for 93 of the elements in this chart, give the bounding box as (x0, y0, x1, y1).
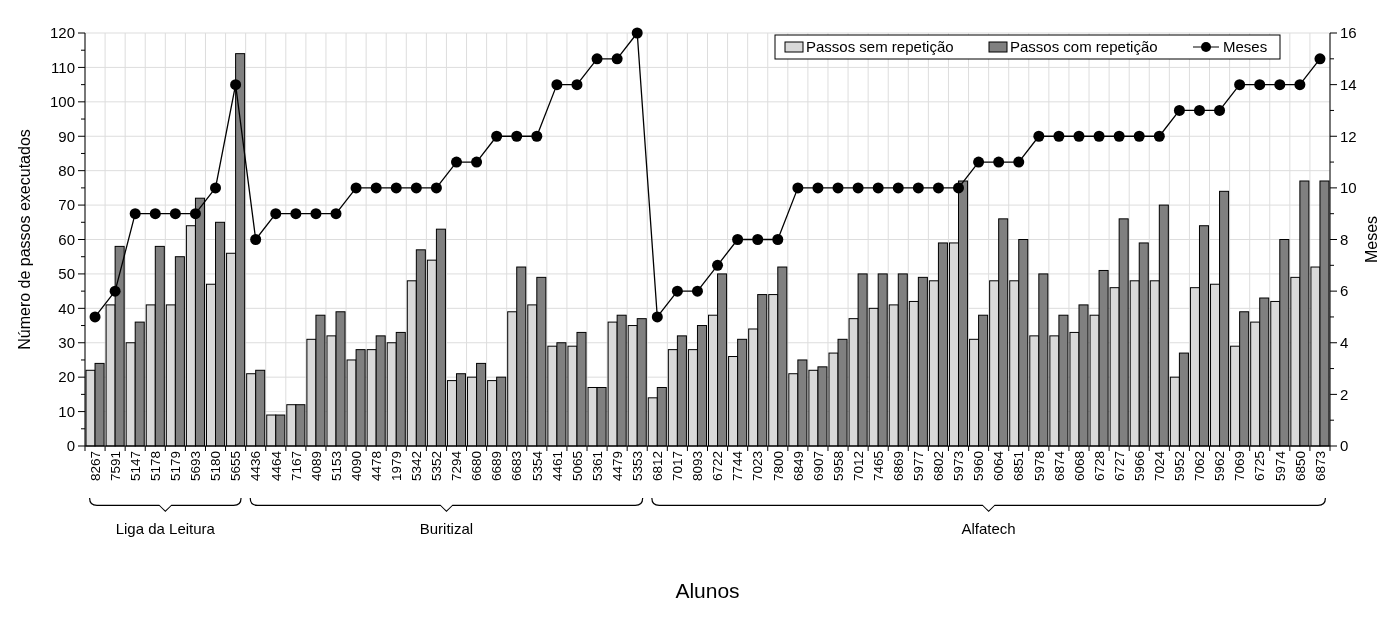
x-tick-label: 5179 (168, 451, 184, 482)
y2-tick-label: 4 (1340, 334, 1349, 351)
x-tick-label: 7023 (750, 451, 766, 482)
x-tick-label: 4089 (308, 451, 324, 482)
x-tick-label: 5065 (569, 451, 585, 482)
x-tick-label: 6907 (810, 451, 826, 482)
x-tick-label: 7591 (107, 451, 123, 482)
x-tick-label: 5655 (228, 451, 244, 482)
x-tick-label: 5960 (971, 451, 987, 482)
x-tick-label: 5361 (589, 451, 605, 482)
x-tick-label: 5973 (951, 451, 967, 482)
x-tick-label: 6722 (710, 451, 726, 482)
x-tick-label: 5962 (1212, 451, 1228, 482)
text: Liga da Leitura (115, 520, 216, 537)
y-tick-label: 120 (49, 24, 75, 42)
y2-tick-label: 14 (1340, 75, 1357, 93)
y-tick-label: 110 (51, 58, 75, 76)
x-tick-label: 5178 (148, 451, 164, 482)
x-axis-title: Alunos (675, 579, 740, 602)
text: Alfatech (961, 520, 1016, 537)
x-tick-label: 6683 (509, 451, 525, 482)
y-tick-label: 60 (58, 230, 75, 248)
x-tick-label: 5978 (1031, 451, 1047, 482)
x-tick-label: 7062 (1192, 451, 1208, 482)
x-tick-label: 5153 (328, 451, 344, 482)
x-tick-label: 6812 (650, 451, 666, 482)
x-tick-label: 6727 (1111, 451, 1127, 482)
x-tick-label: 5180 (208, 451, 224, 482)
x-tick-label: 5693 (188, 451, 204, 482)
x-tick-label: 5958 (830, 451, 846, 482)
x-tick-label: 5352 (429, 451, 445, 482)
x-tick-label: 6874 (1051, 450, 1067, 482)
x-tick-label: 7167 (288, 451, 304, 482)
y2-tick-label: 6 (1340, 282, 1349, 300)
x-tick-label: 6689 (489, 451, 505, 482)
x-tick-label: 6802 (931, 451, 947, 482)
x-tick-label: 5354 (529, 450, 545, 482)
x-tick-label: 7024 (1152, 450, 1168, 482)
x-tick-label: 4461 (549, 451, 565, 482)
y2-tick-label: 0 (1340, 437, 1349, 455)
y-tick-label: 20 (58, 368, 75, 386)
x-tick-label: 7294 (449, 450, 465, 482)
x-tick-label: 7465 (870, 451, 886, 482)
x-tick-label: 6873 (1312, 451, 1328, 482)
x-tick-label: 6680 (469, 451, 485, 482)
x-tick-label: 4479 (609, 451, 625, 482)
x-tick-label: 5966 (1131, 451, 1147, 482)
y-tick-label: 30 (58, 334, 75, 351)
y2-tick-label: 12 (1340, 127, 1357, 145)
y-tick-label: 100 (49, 93, 75, 111)
x-tick-label: 6850 (1292, 451, 1308, 482)
x-tick-label: 5974 (1272, 450, 1288, 482)
x-tick-label: 6728 (1091, 451, 1107, 482)
x-tick-label: 4090 (348, 451, 364, 482)
legend-label: Passos sem repetição (806, 38, 954, 56)
y-axis-title: Número de passos executados (16, 129, 33, 350)
y-tick-label: 50 (58, 265, 75, 283)
y-tick-label: 90 (58, 127, 75, 145)
x-tick-label: 1979 (388, 451, 404, 482)
x-tick-label: 5977 (911, 451, 927, 482)
x-tick-label: 7744 (730, 450, 746, 482)
x-tick-label: 5952 (1172, 451, 1188, 482)
y2-axis-title: Meses (1363, 215, 1380, 264)
x-tick-label: 6869 (890, 451, 906, 482)
x-tick-label: 6851 (1011, 451, 1027, 482)
legend-label: Meses (1223, 38, 1268, 56)
x-tick-label: 6725 (1252, 451, 1268, 482)
x-tick-label: 6849 (790, 451, 806, 482)
y2-tick-label: 8 (1340, 230, 1349, 248)
x-tick-label: 7069 (1232, 451, 1248, 482)
y2-tick-label: 16 (1340, 24, 1357, 42)
x-tick-label: 6064 (991, 450, 1007, 482)
y2-tick-label: 10 (1340, 179, 1357, 197)
y-tick-label: 80 (58, 161, 75, 179)
x-tick-label: 4464 (268, 450, 284, 482)
legend-label: Passos com repetição (1010, 38, 1158, 56)
y-tick-label: 70 (58, 196, 75, 214)
text: Buritizal (419, 520, 474, 537)
x-tick-label: 8267 (87, 451, 103, 482)
y2-tick-label: 2 (1340, 385, 1349, 403)
y-tick-label: 0 (66, 437, 75, 455)
x-tick-label: 7800 (770, 451, 786, 482)
x-tick-label: 7012 (850, 451, 866, 482)
x-tick-label: 5353 (629, 451, 645, 482)
x-tick-label: 7017 (670, 451, 686, 482)
y-tick-label: 40 (58, 299, 75, 317)
x-tick-label: 5147 (127, 451, 143, 482)
x-tick-label: 8093 (690, 451, 706, 482)
x-tick-label: 5342 (409, 451, 425, 482)
y-tick-label: 10 (58, 402, 75, 420)
x-tick-label: 4478 (368, 451, 384, 482)
x-tick-label: 4436 (248, 451, 264, 482)
x-tick-label: 6068 (1071, 451, 1087, 482)
